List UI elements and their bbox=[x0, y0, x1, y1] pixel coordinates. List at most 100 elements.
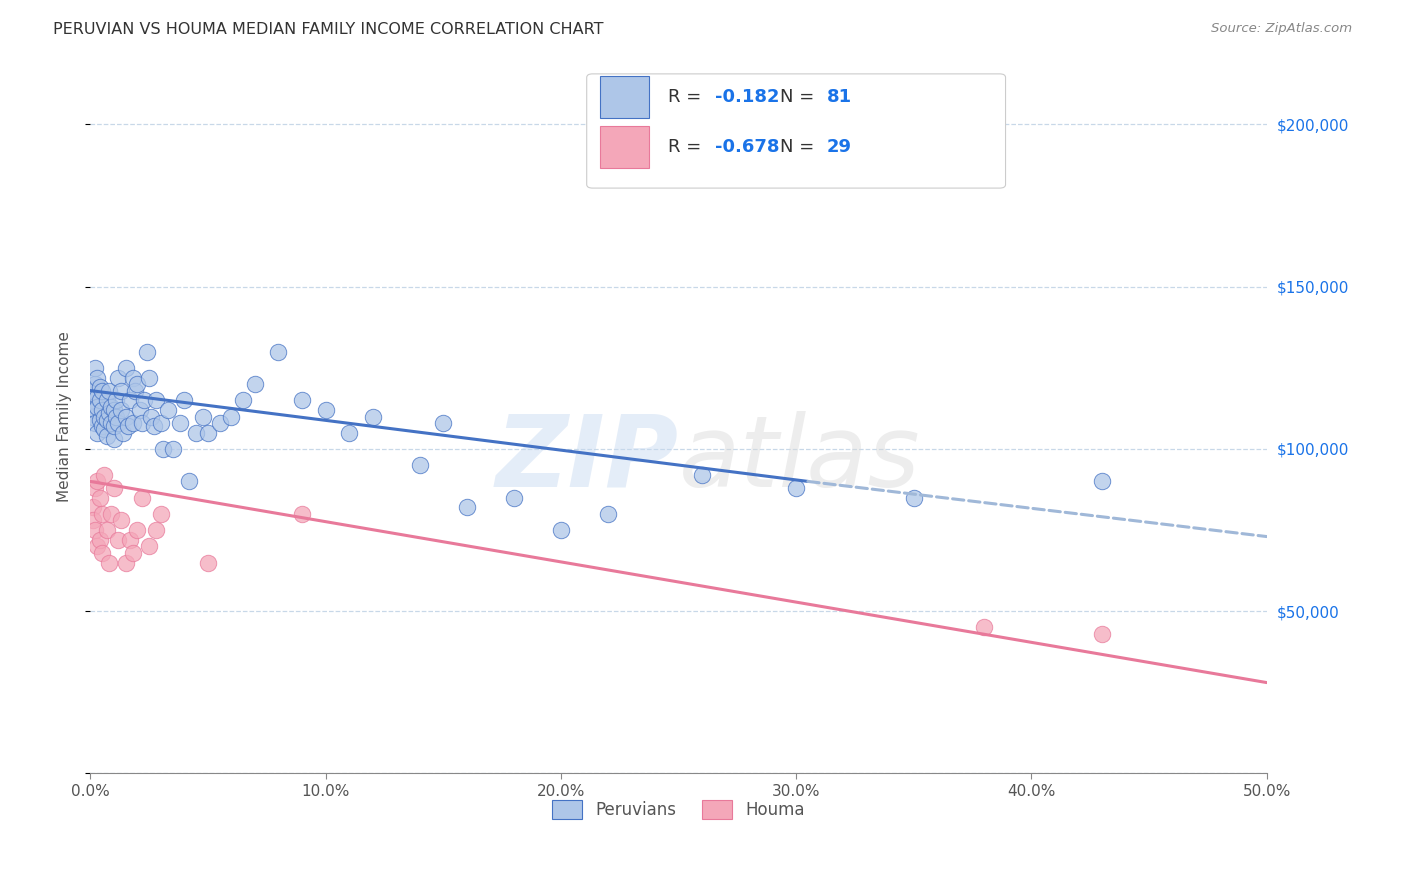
Text: N =: N = bbox=[780, 88, 820, 106]
Text: -0.678: -0.678 bbox=[714, 138, 779, 156]
Point bbox=[82, 384, 104, 398]
Point bbox=[193, 409, 215, 424]
Point bbox=[221, 409, 243, 424]
Point bbox=[121, 370, 143, 384]
Point bbox=[96, 523, 118, 537]
Point bbox=[432, 416, 454, 430]
Point bbox=[93, 409, 115, 424]
Point bbox=[112, 425, 135, 440]
Point bbox=[138, 539, 160, 553]
Text: R =: R = bbox=[668, 88, 707, 106]
FancyBboxPatch shape bbox=[599, 126, 650, 168]
Point bbox=[361, 409, 384, 424]
Point bbox=[105, 393, 128, 408]
Point bbox=[110, 384, 132, 398]
Point bbox=[82, 500, 104, 515]
Point bbox=[86, 475, 108, 489]
Point bbox=[96, 429, 118, 443]
Point bbox=[82, 393, 104, 408]
Point bbox=[1091, 627, 1114, 641]
Text: R =: R = bbox=[668, 138, 707, 156]
Point bbox=[100, 507, 122, 521]
Point bbox=[89, 393, 111, 408]
Point bbox=[127, 523, 149, 537]
Text: 29: 29 bbox=[827, 138, 852, 156]
Point bbox=[96, 413, 118, 427]
Text: ZIP: ZIP bbox=[495, 411, 679, 508]
Point bbox=[173, 393, 195, 408]
Text: 81: 81 bbox=[827, 88, 852, 106]
Point bbox=[156, 403, 179, 417]
Point bbox=[243, 377, 266, 392]
Point bbox=[267, 344, 290, 359]
Point bbox=[127, 377, 149, 392]
Point bbox=[120, 393, 142, 408]
Point bbox=[973, 620, 995, 634]
Point bbox=[98, 556, 121, 570]
Point bbox=[103, 403, 125, 417]
FancyBboxPatch shape bbox=[599, 76, 650, 118]
Point bbox=[456, 500, 478, 515]
FancyBboxPatch shape bbox=[586, 74, 1005, 188]
Point bbox=[89, 491, 111, 505]
Point bbox=[135, 344, 157, 359]
Point bbox=[114, 556, 136, 570]
Point bbox=[337, 425, 360, 440]
Point bbox=[197, 556, 219, 570]
Point bbox=[596, 507, 619, 521]
Point bbox=[114, 409, 136, 424]
Point bbox=[131, 416, 153, 430]
Point bbox=[149, 507, 172, 521]
Point bbox=[114, 360, 136, 375]
Point bbox=[121, 546, 143, 560]
Point bbox=[152, 442, 174, 456]
Point bbox=[82, 513, 104, 527]
Point bbox=[96, 393, 118, 408]
Point bbox=[550, 523, 572, 537]
Point bbox=[107, 370, 129, 384]
Point bbox=[103, 419, 125, 434]
Text: atlas: atlas bbox=[679, 411, 920, 508]
Point bbox=[84, 377, 107, 392]
Point bbox=[82, 409, 104, 424]
Point bbox=[128, 403, 150, 417]
Point bbox=[149, 416, 172, 430]
Point bbox=[232, 393, 254, 408]
Point bbox=[315, 403, 337, 417]
Point bbox=[86, 390, 108, 404]
Point bbox=[141, 409, 163, 424]
Point bbox=[89, 413, 111, 427]
Point bbox=[103, 481, 125, 495]
Point bbox=[84, 481, 107, 495]
Point bbox=[903, 491, 925, 505]
Point bbox=[690, 467, 713, 482]
Point bbox=[107, 533, 129, 547]
Point bbox=[208, 416, 231, 430]
Point bbox=[110, 403, 132, 417]
Point bbox=[145, 393, 167, 408]
Point bbox=[84, 403, 107, 417]
Point bbox=[86, 425, 108, 440]
Point bbox=[84, 523, 107, 537]
Point bbox=[91, 546, 114, 560]
Point bbox=[91, 384, 114, 398]
Point bbox=[103, 432, 125, 446]
Point bbox=[100, 416, 122, 430]
Point bbox=[134, 393, 156, 408]
Point bbox=[86, 370, 108, 384]
Point bbox=[120, 533, 142, 547]
Point bbox=[110, 513, 132, 527]
Point bbox=[138, 370, 160, 384]
Point bbox=[84, 416, 107, 430]
Point bbox=[93, 422, 115, 436]
Point bbox=[197, 425, 219, 440]
Point bbox=[91, 507, 114, 521]
Point bbox=[785, 481, 807, 495]
Point bbox=[117, 419, 139, 434]
Point bbox=[105, 409, 128, 424]
Point bbox=[145, 523, 167, 537]
Point bbox=[124, 384, 146, 398]
Point bbox=[98, 406, 121, 420]
Point bbox=[86, 539, 108, 553]
Point bbox=[291, 507, 314, 521]
